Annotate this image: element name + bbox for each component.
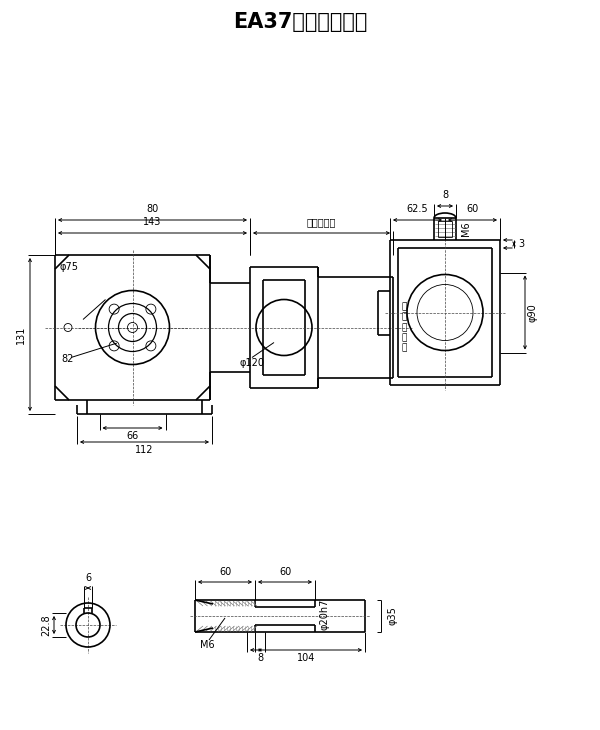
Text: 按
電
機
尺
寸: 按 電 機 尺 寸 — [401, 302, 406, 353]
Text: EA37外形安装尺寸: EA37外形安装尺寸 — [233, 12, 367, 32]
Text: φ20h7: φ20h7 — [320, 599, 330, 630]
Text: φ120: φ120 — [239, 358, 265, 367]
Text: 82: 82 — [61, 355, 73, 364]
Text: M6: M6 — [461, 222, 471, 237]
Text: 3: 3 — [518, 239, 524, 249]
Text: 按電機尺寸: 按電機尺寸 — [307, 217, 336, 227]
Text: φ35: φ35 — [387, 607, 397, 626]
Text: 6: 6 — [85, 573, 91, 583]
Text: φ90: φ90 — [528, 303, 538, 322]
Text: 8: 8 — [442, 190, 448, 200]
Text: 22.8: 22.8 — [41, 614, 51, 636]
Text: 60: 60 — [466, 204, 479, 214]
Text: 80: 80 — [146, 204, 158, 214]
Text: 60: 60 — [279, 567, 291, 577]
Text: 104: 104 — [297, 653, 315, 663]
Text: 112: 112 — [135, 445, 154, 455]
Text: 60: 60 — [219, 567, 231, 577]
Text: 66: 66 — [127, 431, 139, 441]
Text: 131: 131 — [16, 326, 26, 344]
Text: 143: 143 — [143, 217, 161, 227]
Text: 8: 8 — [257, 653, 263, 663]
Text: M6: M6 — [200, 640, 215, 650]
Text: φ75: φ75 — [60, 262, 79, 272]
Text: 62.5: 62.5 — [407, 204, 428, 214]
